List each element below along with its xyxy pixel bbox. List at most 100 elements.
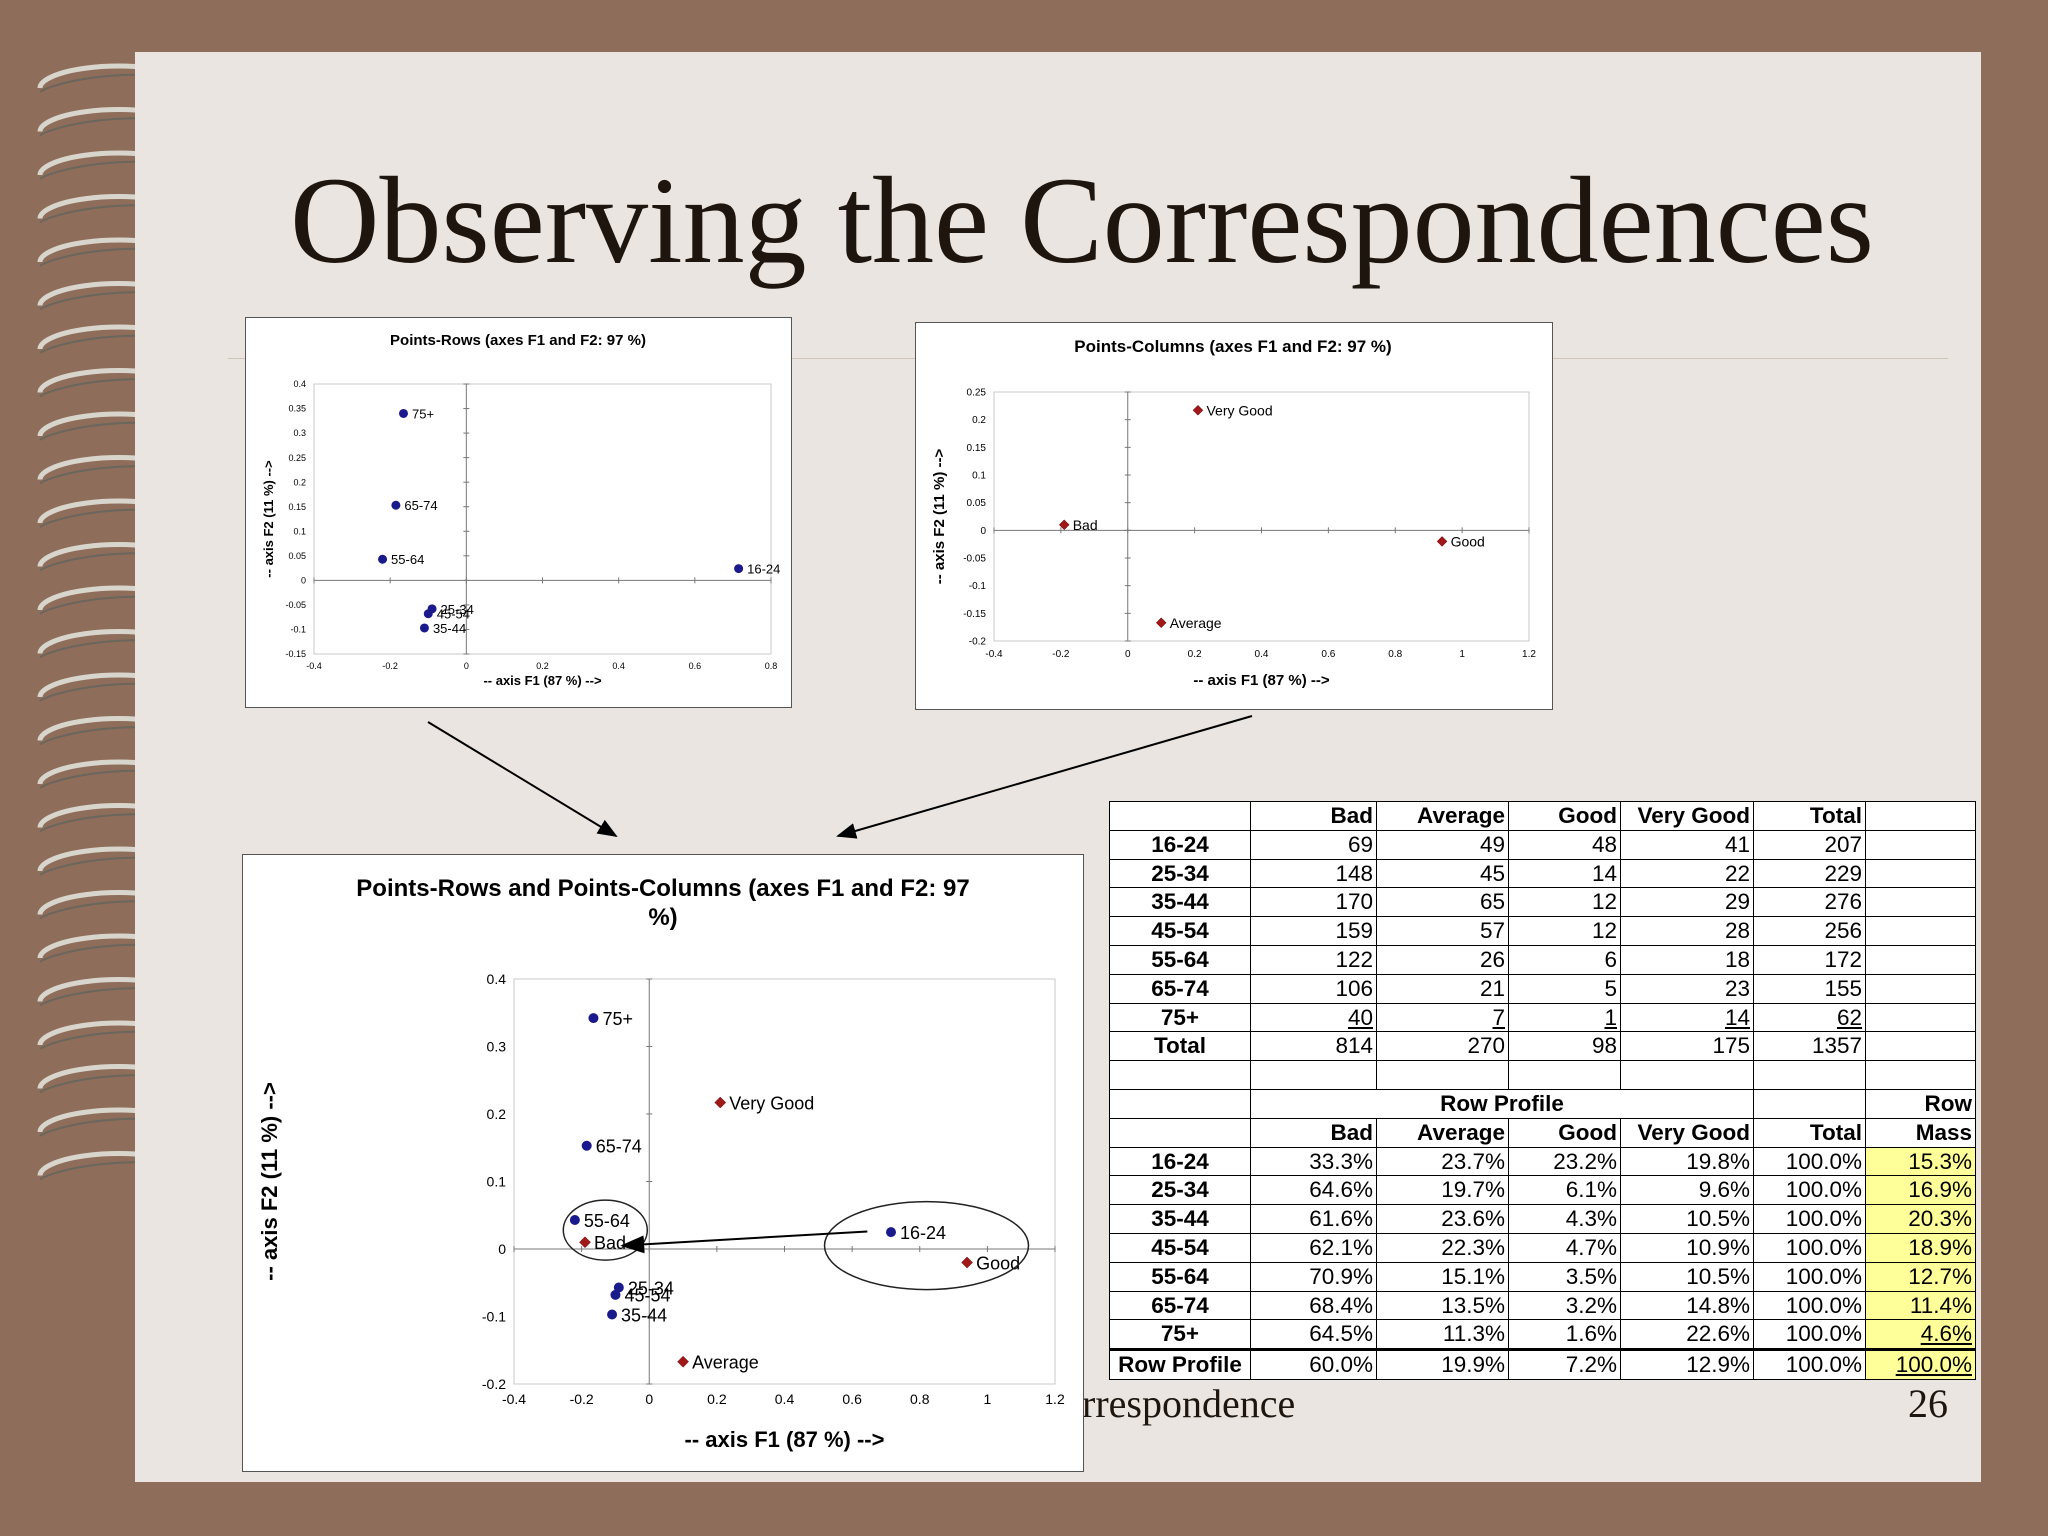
count-cell: 270 [1376, 1031, 1509, 1062]
profile-cell: 1.6% [1508, 1319, 1621, 1352]
x-tick-label: 0.6 [1321, 649, 1335, 660]
chart-title: Points-Columns (axes F1 and F2: 97 %) [1074, 337, 1391, 356]
profile-cell: 10.5% [1620, 1204, 1754, 1234]
profile-column-header: Very Good [1620, 1117, 1754, 1148]
point-25-34 [613, 1282, 624, 1293]
y-tick-label: 0.3 [487, 1038, 507, 1054]
profile-cell: 22.6% [1620, 1319, 1754, 1352]
count-cell: 28 [1620, 916, 1754, 946]
row-label: 75+ [1109, 1319, 1251, 1352]
column-header: Average [1376, 801, 1509, 831]
profile-cell: 100.0% [1753, 1232, 1866, 1263]
y-tick-label: 0.15 [288, 502, 306, 512]
point-label-55-64: 55-64 [391, 552, 424, 567]
y-tick-label: 0.25 [967, 388, 987, 399]
table-cell-empty [1865, 887, 1976, 918]
points-rows-chart: Points-Rows (axes F1 and F2: 97 %) -0.4 -0… [245, 317, 792, 708]
x-tick-label: -0.4 [306, 661, 322, 671]
x-tick-label: -0.2 [1052, 649, 1070, 660]
profile-cell: 100.0% [1753, 1349, 1866, 1380]
y-tick-label: 0.2 [487, 1106, 507, 1122]
point-label-25-34: 25-34 [441, 602, 474, 617]
count-cell: 175 [1620, 1031, 1754, 1062]
column-header: Total [1753, 801, 1866, 831]
x-tick-label: 0 [645, 1391, 653, 1407]
point-label-bad: Bad [1073, 517, 1098, 533]
point-45-54 [423, 609, 433, 619]
chart-svg: Points-Rows (axes F1 and F2: 97 %)-0.4 -0… [261, 332, 780, 688]
x-axis-label: -- axis F1 (87 %) --> [1193, 672, 1330, 689]
mass-cell: 20.3% [1865, 1204, 1976, 1234]
y-tick-label: 0.4 [293, 379, 306, 389]
y-axis-label: -- axis F2 (11 %) --> [257, 1082, 282, 1281]
cluster-ellipse-55-64-bad [562, 1199, 649, 1261]
x-tick-label: 1 [983, 1391, 991, 1407]
mass-header: Mass [1865, 1117, 1976, 1148]
point-label-average: Average [1170, 615, 1222, 631]
x-tick-label: 0.2 [536, 661, 549, 671]
count-cell: 18 [1620, 944, 1754, 975]
profile-column-header: Good [1508, 1117, 1621, 1148]
count-cell: 69 [1250, 829, 1377, 860]
x-tick-label: 0 [1125, 649, 1131, 660]
y-tick-label: 0.25 [288, 453, 306, 463]
profile-column-header: Average [1376, 1117, 1509, 1148]
x-axis-label: -- axis F1 (87 %) --> [483, 673, 602, 688]
y-tick-label: 0.2 [293, 477, 306, 487]
y-tick-label: 0.35 [288, 404, 306, 414]
contingency-table: Bad Average Good Very Good Total 16-24 69 49 48 4… [1109, 801, 1976, 1380]
y-tick-label: -0.05 [963, 554, 986, 565]
profile-cell: 11.3% [1376, 1319, 1509, 1352]
table-cell-empty [1865, 1031, 1976, 1062]
x-tick-label: 0.4 [775, 1391, 795, 1407]
point-label-65-74: 65-74 [596, 1137, 642, 1157]
point-75 [398, 408, 408, 418]
point-label-45-54: 45-54 [437, 607, 470, 622]
y-tick-label: -0.1 [290, 625, 306, 635]
x-tick-label: 0.4 [612, 661, 625, 671]
combined-chart: Points-Rows and Points-Columns (axes F1 … [242, 854, 1084, 1472]
point-75 [588, 1013, 599, 1024]
point-55-64 [378, 554, 388, 564]
y-tick-label: 0.05 [288, 551, 306, 561]
y-axis-label: -- axis F2 (11 %) --> [261, 460, 276, 578]
profile-cell: 100.0% [1753, 1204, 1866, 1234]
count-cell: 122 [1250, 944, 1377, 975]
slide-title: Observing the Correspondences [290, 152, 1875, 289]
row-label: 45-54 [1109, 1232, 1251, 1263]
mass-cell: 4.6% [1865, 1319, 1976, 1352]
point-55-64 [569, 1214, 580, 1225]
point-label-good: Good [1451, 534, 1485, 550]
points-columns-chart: Points-Columns (axes F1 and F2: 97 %) -0.… [915, 322, 1553, 710]
profile-cell: 23.6% [1376, 1204, 1509, 1234]
arrow-columns-to-combined [836, 715, 1253, 839]
point-label-bad: Bad [594, 1233, 626, 1253]
profile-cell: 100.0% [1753, 1319, 1866, 1352]
x-tick-label: -0.2 [382, 661, 398, 671]
mass-cell: 100.0% [1865, 1349, 1976, 1380]
row-label: 45-54 [1109, 916, 1251, 946]
y-tick-label: -0.2 [969, 637, 987, 648]
count-cell: 276 [1753, 887, 1866, 918]
count-cell: 207 [1753, 829, 1866, 860]
x-tick-label: 0.4 [1255, 649, 1269, 660]
table-cell-empty [1865, 829, 1976, 860]
count-cell: 49 [1376, 829, 1509, 860]
count-cell: 29 [1620, 887, 1754, 918]
y-tick-label: -0.2 [482, 1376, 506, 1392]
x-tick-label: 0.8 [1388, 649, 1402, 660]
x-tick-label: 0 [464, 661, 469, 671]
point-good [1436, 536, 1448, 547]
x-tick-label: 0.8 [765, 661, 778, 671]
cluster-arrow [620, 1230, 868, 1254]
point-label-16-24: 16-24 [747, 562, 780, 577]
x-tick-label: 1.2 [1045, 1391, 1065, 1407]
point-good [961, 1256, 973, 1269]
point-16-24 [734, 564, 744, 574]
column-header: Good [1508, 801, 1621, 831]
y-tick-label: -0.15 [963, 609, 986, 620]
count-cell: 26 [1376, 944, 1509, 975]
profile-cell: 4.3% [1508, 1204, 1621, 1234]
table-cell-empty [1753, 1060, 1866, 1090]
point-35-44 [607, 1309, 618, 1320]
